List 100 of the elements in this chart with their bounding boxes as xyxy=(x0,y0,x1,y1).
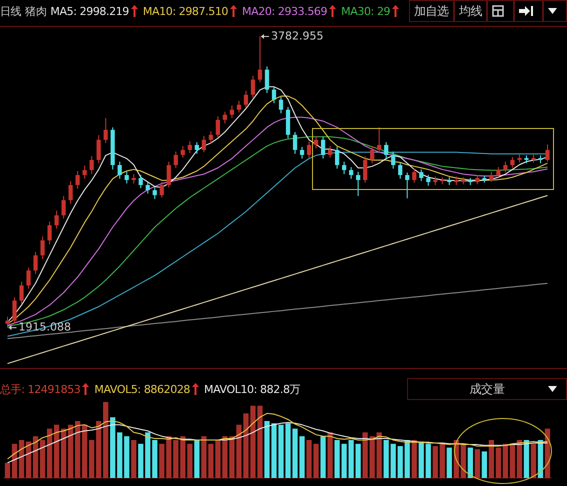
candlestick xyxy=(258,36,262,83)
candlestick xyxy=(412,168,416,184)
bar xyxy=(194,440,200,478)
bar xyxy=(229,436,235,478)
bar xyxy=(257,406,263,478)
bar xyxy=(215,440,221,478)
candlestick xyxy=(391,151,396,170)
candlestick xyxy=(475,174,480,185)
text: MA5: 2998.219 xyxy=(50,4,129,18)
candlestick xyxy=(335,146,340,170)
candlestick xyxy=(272,86,276,104)
bar xyxy=(243,413,249,478)
bar xyxy=(264,421,270,478)
bar xyxy=(496,448,502,478)
text: MA30: 29 xyxy=(341,4,390,18)
candlestick xyxy=(124,171,129,184)
bar xyxy=(292,428,298,478)
candlestick xyxy=(33,252,38,274)
bar xyxy=(474,449,480,478)
candlestick xyxy=(222,111,228,124)
bar xyxy=(320,436,326,478)
bar xyxy=(524,440,530,478)
candlestick xyxy=(250,75,256,98)
candlestick xyxy=(166,161,171,188)
bar xyxy=(306,440,312,478)
candlestick xyxy=(76,170,80,190)
candlestick xyxy=(132,174,136,184)
candlestick xyxy=(194,142,199,154)
candlestick xyxy=(12,296,17,324)
candlestick xyxy=(244,90,248,108)
candlestick xyxy=(489,171,494,182)
candlestick xyxy=(356,171,360,196)
candlestick xyxy=(118,161,122,180)
candlestick xyxy=(314,135,318,149)
candlestick xyxy=(68,180,73,204)
candlestick xyxy=(545,144,550,162)
candlestick xyxy=(278,96,284,114)
bar xyxy=(468,448,473,478)
text: 成交量 xyxy=(407,378,567,400)
bar xyxy=(510,444,516,478)
candlestick xyxy=(370,146,374,164)
text: 均线 xyxy=(454,0,487,22)
candlestick xyxy=(349,166,354,180)
candlestick xyxy=(26,267,31,290)
annotation: 3782.955 xyxy=(270,29,324,42)
bar xyxy=(313,444,319,478)
candlestick xyxy=(90,156,94,175)
candlestick xyxy=(174,151,178,168)
bar xyxy=(299,436,305,478)
candlestick xyxy=(160,181,164,198)
candlestick xyxy=(62,195,66,220)
bar xyxy=(222,436,228,478)
candlestick xyxy=(503,161,508,174)
candlestick xyxy=(152,186,157,200)
text: MAVOL10: 882.8万 xyxy=(204,382,300,396)
candlestick xyxy=(384,142,388,160)
candlestick xyxy=(236,100,242,114)
bar xyxy=(54,424,60,478)
text: 加自选 xyxy=(408,0,454,22)
candlestick xyxy=(216,116,220,138)
candlestick xyxy=(40,236,45,260)
bar xyxy=(4,462,10,478)
text: MAVOL5: 8862028 xyxy=(94,382,190,396)
bar xyxy=(60,428,66,478)
bar xyxy=(285,423,291,478)
candlestick xyxy=(230,105,234,118)
chart-subtitle: 猪肉 xyxy=(25,4,46,18)
candlestick xyxy=(138,174,143,189)
bar xyxy=(236,424,242,478)
candlestick xyxy=(202,135,206,153)
bar xyxy=(271,423,277,478)
candlestick xyxy=(264,66,270,94)
text: MA10: 2987.510 xyxy=(142,4,228,18)
candlestick xyxy=(54,210,59,230)
candlestick xyxy=(426,174,430,186)
candlestick xyxy=(328,146,332,158)
bar xyxy=(32,436,38,478)
candlestick xyxy=(104,117,108,144)
candlestick xyxy=(496,166,501,178)
bar xyxy=(516,440,522,478)
bar xyxy=(131,440,136,478)
candlestick xyxy=(377,126,382,154)
candlestick xyxy=(292,132,298,154)
chart-title: 日线 xyxy=(0,4,22,18)
candlestick xyxy=(510,156,515,168)
bar xyxy=(250,406,256,478)
candlestick xyxy=(208,130,213,144)
candlestick xyxy=(188,140,192,154)
text: MA20: 2933.569 xyxy=(242,4,328,18)
candlestick xyxy=(146,181,150,194)
candlestick xyxy=(180,146,185,158)
bar xyxy=(46,428,52,478)
candlestick xyxy=(405,172,410,199)
bar xyxy=(40,440,46,478)
bar xyxy=(412,440,417,478)
bar xyxy=(482,451,488,478)
text: 总手: 12491853 xyxy=(0,382,80,396)
candlestick xyxy=(398,162,402,180)
candlestick xyxy=(363,156,368,184)
candlestick xyxy=(306,140,312,158)
